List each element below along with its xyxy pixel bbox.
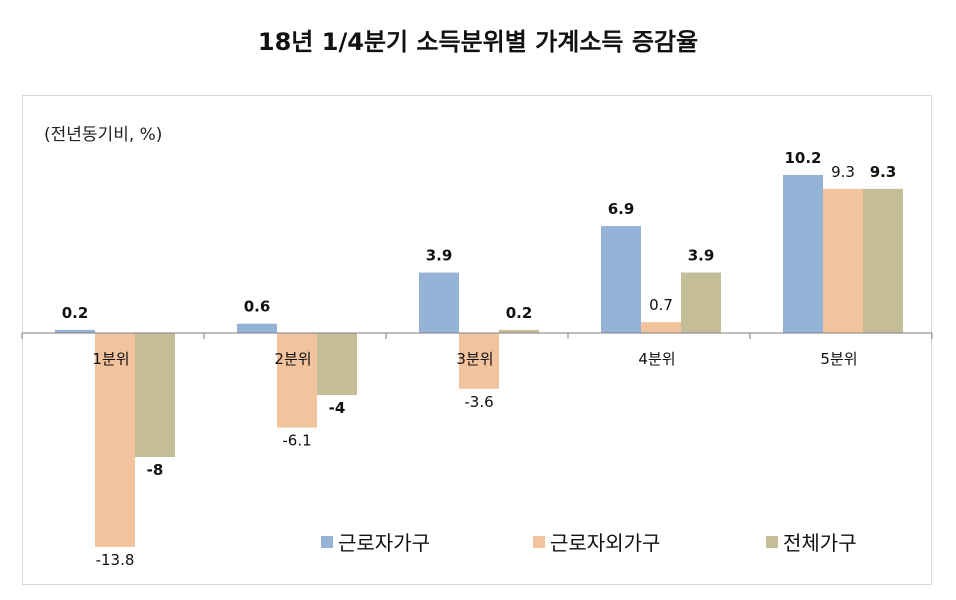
data-label: -13.8 <box>96 551 135 569</box>
bar <box>601 226 641 333</box>
bar <box>783 174 823 333</box>
bar <box>641 322 681 333</box>
data-label: 6.9 <box>608 200 635 218</box>
category-label: 2분위 <box>274 350 311 368</box>
bar <box>237 323 277 333</box>
unit-label: (전년동기비, %) <box>44 125 162 145</box>
bar <box>419 272 459 333</box>
bars-group <box>55 174 903 547</box>
legend-label: 근로자가구 <box>338 531 430 555</box>
category-ticks <box>21 333 933 339</box>
bar <box>55 329 95 333</box>
data-label: 9.3 <box>870 163 897 181</box>
category-label: 1분위 <box>92 350 129 368</box>
bar <box>499 329 539 333</box>
legend: 근로자가구 근로자외가구 전체가구 <box>321 531 857 555</box>
data-label: -3.6 <box>464 393 493 411</box>
category-label: 4분위 <box>638 350 675 368</box>
data-label: 9.3 <box>831 163 855 181</box>
bar <box>681 272 721 333</box>
data-label: 10.2 <box>784 149 821 167</box>
bar <box>459 333 499 389</box>
data-label: -6.1 <box>282 432 311 450</box>
category-labels: 1분위 2분위 3분위 4분위 5분위 <box>92 350 857 368</box>
legend-swatch <box>533 536 545 548</box>
data-label: 3.9 <box>688 247 715 265</box>
legend-swatch <box>766 536 778 548</box>
data-label: 0.2 <box>62 304 89 322</box>
bar <box>95 333 135 547</box>
data-label: 0.7 <box>649 296 673 314</box>
data-label: -8 <box>147 461 164 479</box>
legend-label: 전체가구 <box>783 531 857 555</box>
legend-label: 근로자외가구 <box>550 531 660 555</box>
bar <box>277 333 317 428</box>
bar <box>863 188 903 333</box>
chart-title: 18년 1/4분기 소득분위별 가계소득 증감율 <box>257 28 699 56</box>
bar <box>317 333 357 395</box>
plot-frame <box>22 95 932 585</box>
data-label: 3.9 <box>426 247 453 265</box>
category-label: 3분위 <box>456 350 493 368</box>
value-labels: 0.2 -13.8 -8 0.6 -6.1 -4 3.9 -3.6 0.2 6.9 0.7 3.9 10… <box>62 149 897 569</box>
legend-swatch <box>321 536 333 548</box>
data-label: -4 <box>329 399 346 417</box>
category-label: 5분위 <box>820 350 857 368</box>
bar <box>135 333 175 457</box>
data-label: 0.6 <box>244 298 271 316</box>
data-label: 0.2 <box>506 304 533 322</box>
bar <box>823 188 863 333</box>
